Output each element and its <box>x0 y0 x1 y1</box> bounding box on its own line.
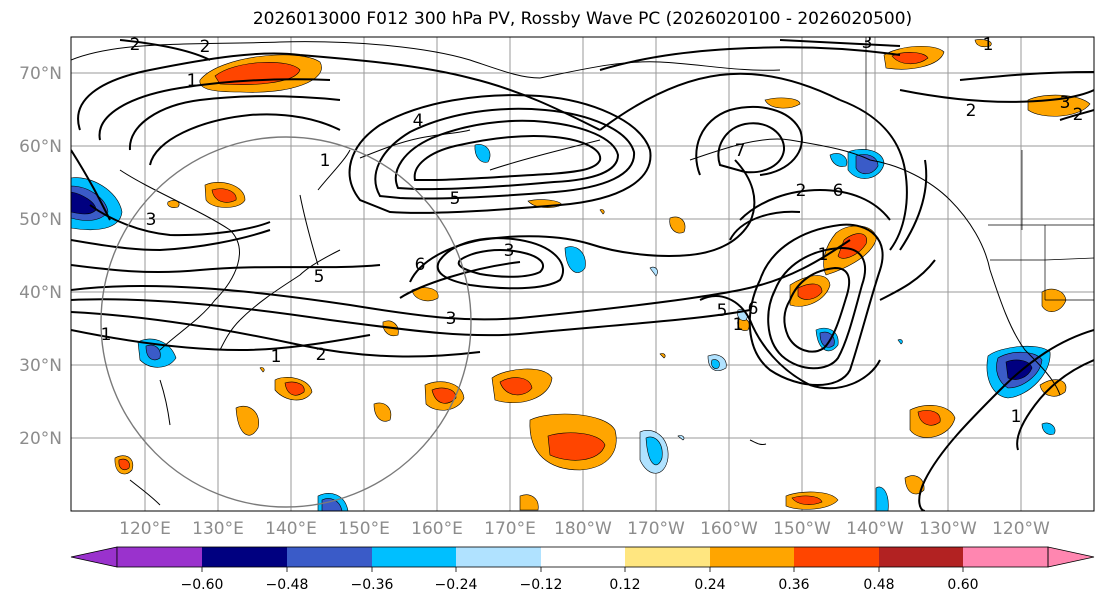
contour-label: 5 <box>450 189 461 209</box>
lat-label-20n: 20°N <box>19 429 62 449</box>
lon-label: 170°E <box>484 519 536 539</box>
colorbar-tick-label: 0.48 <box>863 577 894 593</box>
contour-label: 5 <box>717 301 728 321</box>
contour-label: 3 <box>146 210 157 230</box>
colorbar: −0.60 −0.48 −0.36 −0.24 −0.12 0.12 0.24 … <box>70 546 1095 593</box>
contour-label: 1 <box>818 245 829 265</box>
latitude-labels: 70°N 60°N 50°N 40°N 30°N 20°N <box>19 64 62 449</box>
chart-title: 2026013000 F012 300 hPa PV, Rossby Wave … <box>252 9 913 29</box>
contour-label: 1 <box>983 35 994 55</box>
colorbar-segment <box>794 547 879 567</box>
lon-label: 160°E <box>411 519 463 539</box>
colorbar-segment <box>625 547 710 567</box>
lat-label-60n: 60°N <box>19 137 62 157</box>
contour-label: 4 <box>413 111 424 131</box>
contour-label: 1 <box>320 151 331 171</box>
colorbar-segment <box>541 547 625 567</box>
colorbar-segment <box>117 547 202 567</box>
contour-label: 6 <box>748 299 759 319</box>
lon-label: 140°E <box>265 519 317 539</box>
longitude-labels: 120°E 130°E 140°E 150°E 160°E 170°E 180°… <box>119 519 1050 539</box>
contour-label: 1 <box>271 347 282 367</box>
colorbar-segment <box>710 547 794 567</box>
pv-contours <box>71 39 1094 511</box>
colorbar-tick-label: 0.24 <box>694 577 725 593</box>
lon-label: 120°W <box>992 519 1050 539</box>
colorbar-tick-label: 0.36 <box>778 577 809 593</box>
colorbar-tick-label: 0.60 <box>947 577 978 593</box>
contour-label: 3 <box>446 309 457 329</box>
colorbar-tick-label: −0.12 <box>520 577 563 593</box>
contour-label: 3 <box>862 33 873 53</box>
colorbar-segment <box>372 547 456 567</box>
lon-label: 120°E <box>119 519 171 539</box>
contour-label: 5 <box>314 267 325 287</box>
contour-label: 1 <box>1011 407 1022 427</box>
contour-label: 7 <box>735 141 746 161</box>
contour-label: 1 <box>187 71 198 91</box>
contour-label: 2 <box>796 181 807 201</box>
lon-label: 130°W <box>919 519 977 539</box>
coastlines <box>71 41 1061 506</box>
borders <box>865 37 1094 301</box>
lat-label-30n: 30°N <box>19 356 62 376</box>
colorbar-tick-label: −0.24 <box>435 577 478 593</box>
pc-positive-anomalies <box>114 39 1091 511</box>
contour-label: 3 <box>504 241 515 261</box>
contour-label: 2 <box>1073 105 1084 125</box>
lat-label-40n: 40°N <box>19 283 62 303</box>
lon-label: 160°W <box>700 519 758 539</box>
contour-label: 1 <box>733 315 744 335</box>
colorbar-extend-high <box>1047 546 1095 568</box>
lat-label-70n: 70°N <box>19 64 62 84</box>
colorbar-tick-label: −0.48 <box>266 577 309 593</box>
lon-label: 150°W <box>773 519 831 539</box>
lon-label: 180°W <box>554 519 612 539</box>
colorbar-tick-label: 0.12 <box>609 577 640 593</box>
lon-label: 140°W <box>846 519 904 539</box>
lon-label: 150°E <box>338 519 390 539</box>
contour-label: 6 <box>415 255 426 275</box>
contour-label: 2 <box>316 345 327 365</box>
colorbar-segment <box>879 547 963 567</box>
map-frame <box>70 36 1095 512</box>
colorbar-outline <box>116 546 1049 568</box>
rossby-radius-circle <box>100 136 472 508</box>
contour-label: 3 <box>1060 93 1071 113</box>
lon-label: 130°E <box>192 519 244 539</box>
colorbar-extend-low <box>70 546 118 568</box>
contour-label: 6 <box>833 181 844 201</box>
colorbar-segment <box>287 547 372 567</box>
lat-label-50n: 50°N <box>19 210 62 230</box>
contour-label: 1 <box>101 325 112 345</box>
contour-labels: 1 1 1 2 3 1 2 3 4 5 6 2 3 1 2 3 2 5 6 7 … <box>101 33 1084 427</box>
contour-label: 2 <box>966 101 977 121</box>
colorbar-segment <box>202 547 287 567</box>
colorbar-tick-label: −0.36 <box>351 577 394 593</box>
colorbar-tick-label: −0.60 <box>181 577 224 593</box>
contour-label: 2 <box>130 35 141 55</box>
colorbar-segment <box>963 547 1048 567</box>
contour-label: 2 <box>200 37 211 57</box>
lon-label: 170°W <box>627 519 685 539</box>
colorbar-segment <box>456 547 541 567</box>
